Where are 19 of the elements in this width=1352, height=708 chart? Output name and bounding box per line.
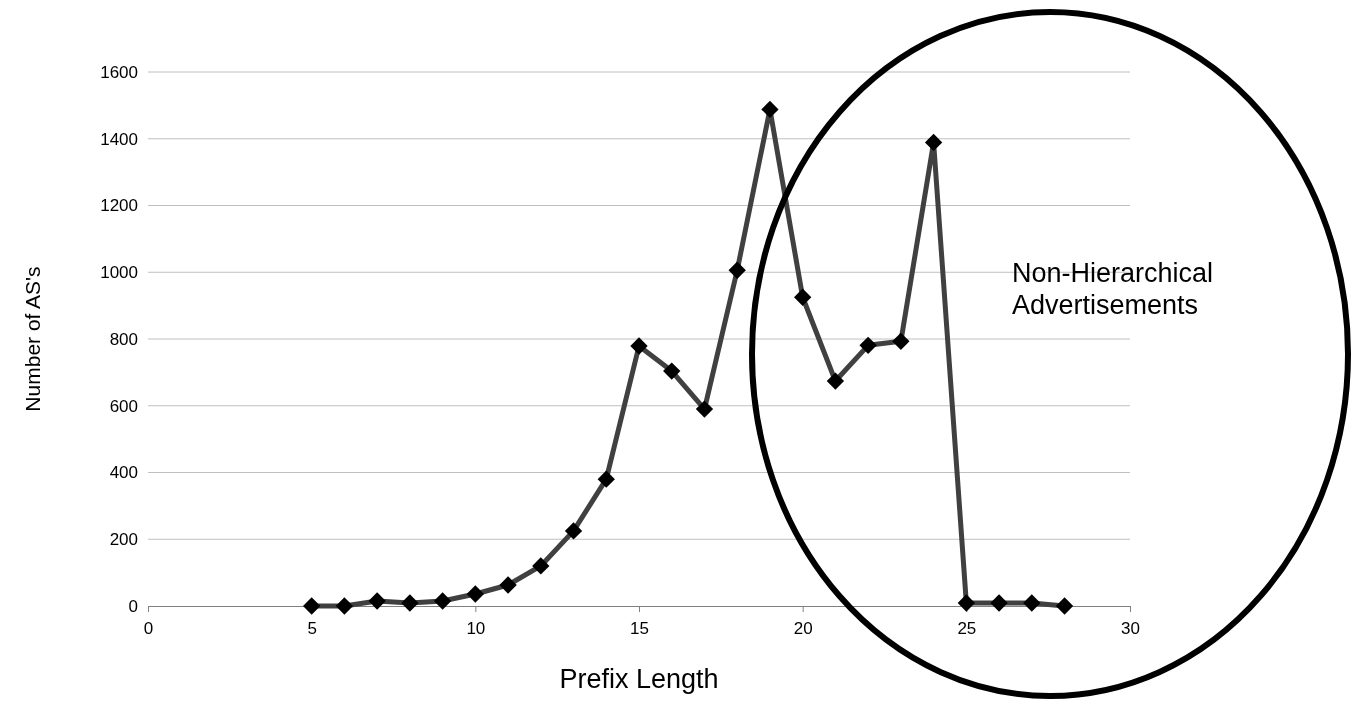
y-tick-label: 400 [109, 463, 138, 483]
x-tick-label: 25 [957, 618, 977, 638]
x-tick-label: 15 [630, 618, 649, 638]
x-tick-label: 0 [143, 618, 154, 638]
x-tick-label: 30 [1121, 618, 1140, 638]
y-tick-label: 0 [128, 596, 138, 616]
y-tick-label: 1600 [100, 62, 138, 82]
annotation: Non-Hierarchical Advertisements [1012, 258, 1214, 321]
x-tick-label: 20 [793, 618, 813, 638]
x-tick-label: 10 [466, 618, 486, 638]
y-tick-label: 1200 [100, 196, 138, 216]
y-tick-label: 800 [109, 329, 138, 349]
x-axis-title: Prefix Length [559, 664, 719, 694]
y-axis-title: Number of AS's [21, 266, 44, 412]
x-tick-label: 5 [307, 618, 317, 638]
y-tick-label: 1400 [100, 129, 138, 149]
y-tick-label: 200 [109, 530, 138, 550]
y-tick-label: 1000 [100, 263, 138, 283]
y-tick-label: 600 [109, 396, 138, 416]
